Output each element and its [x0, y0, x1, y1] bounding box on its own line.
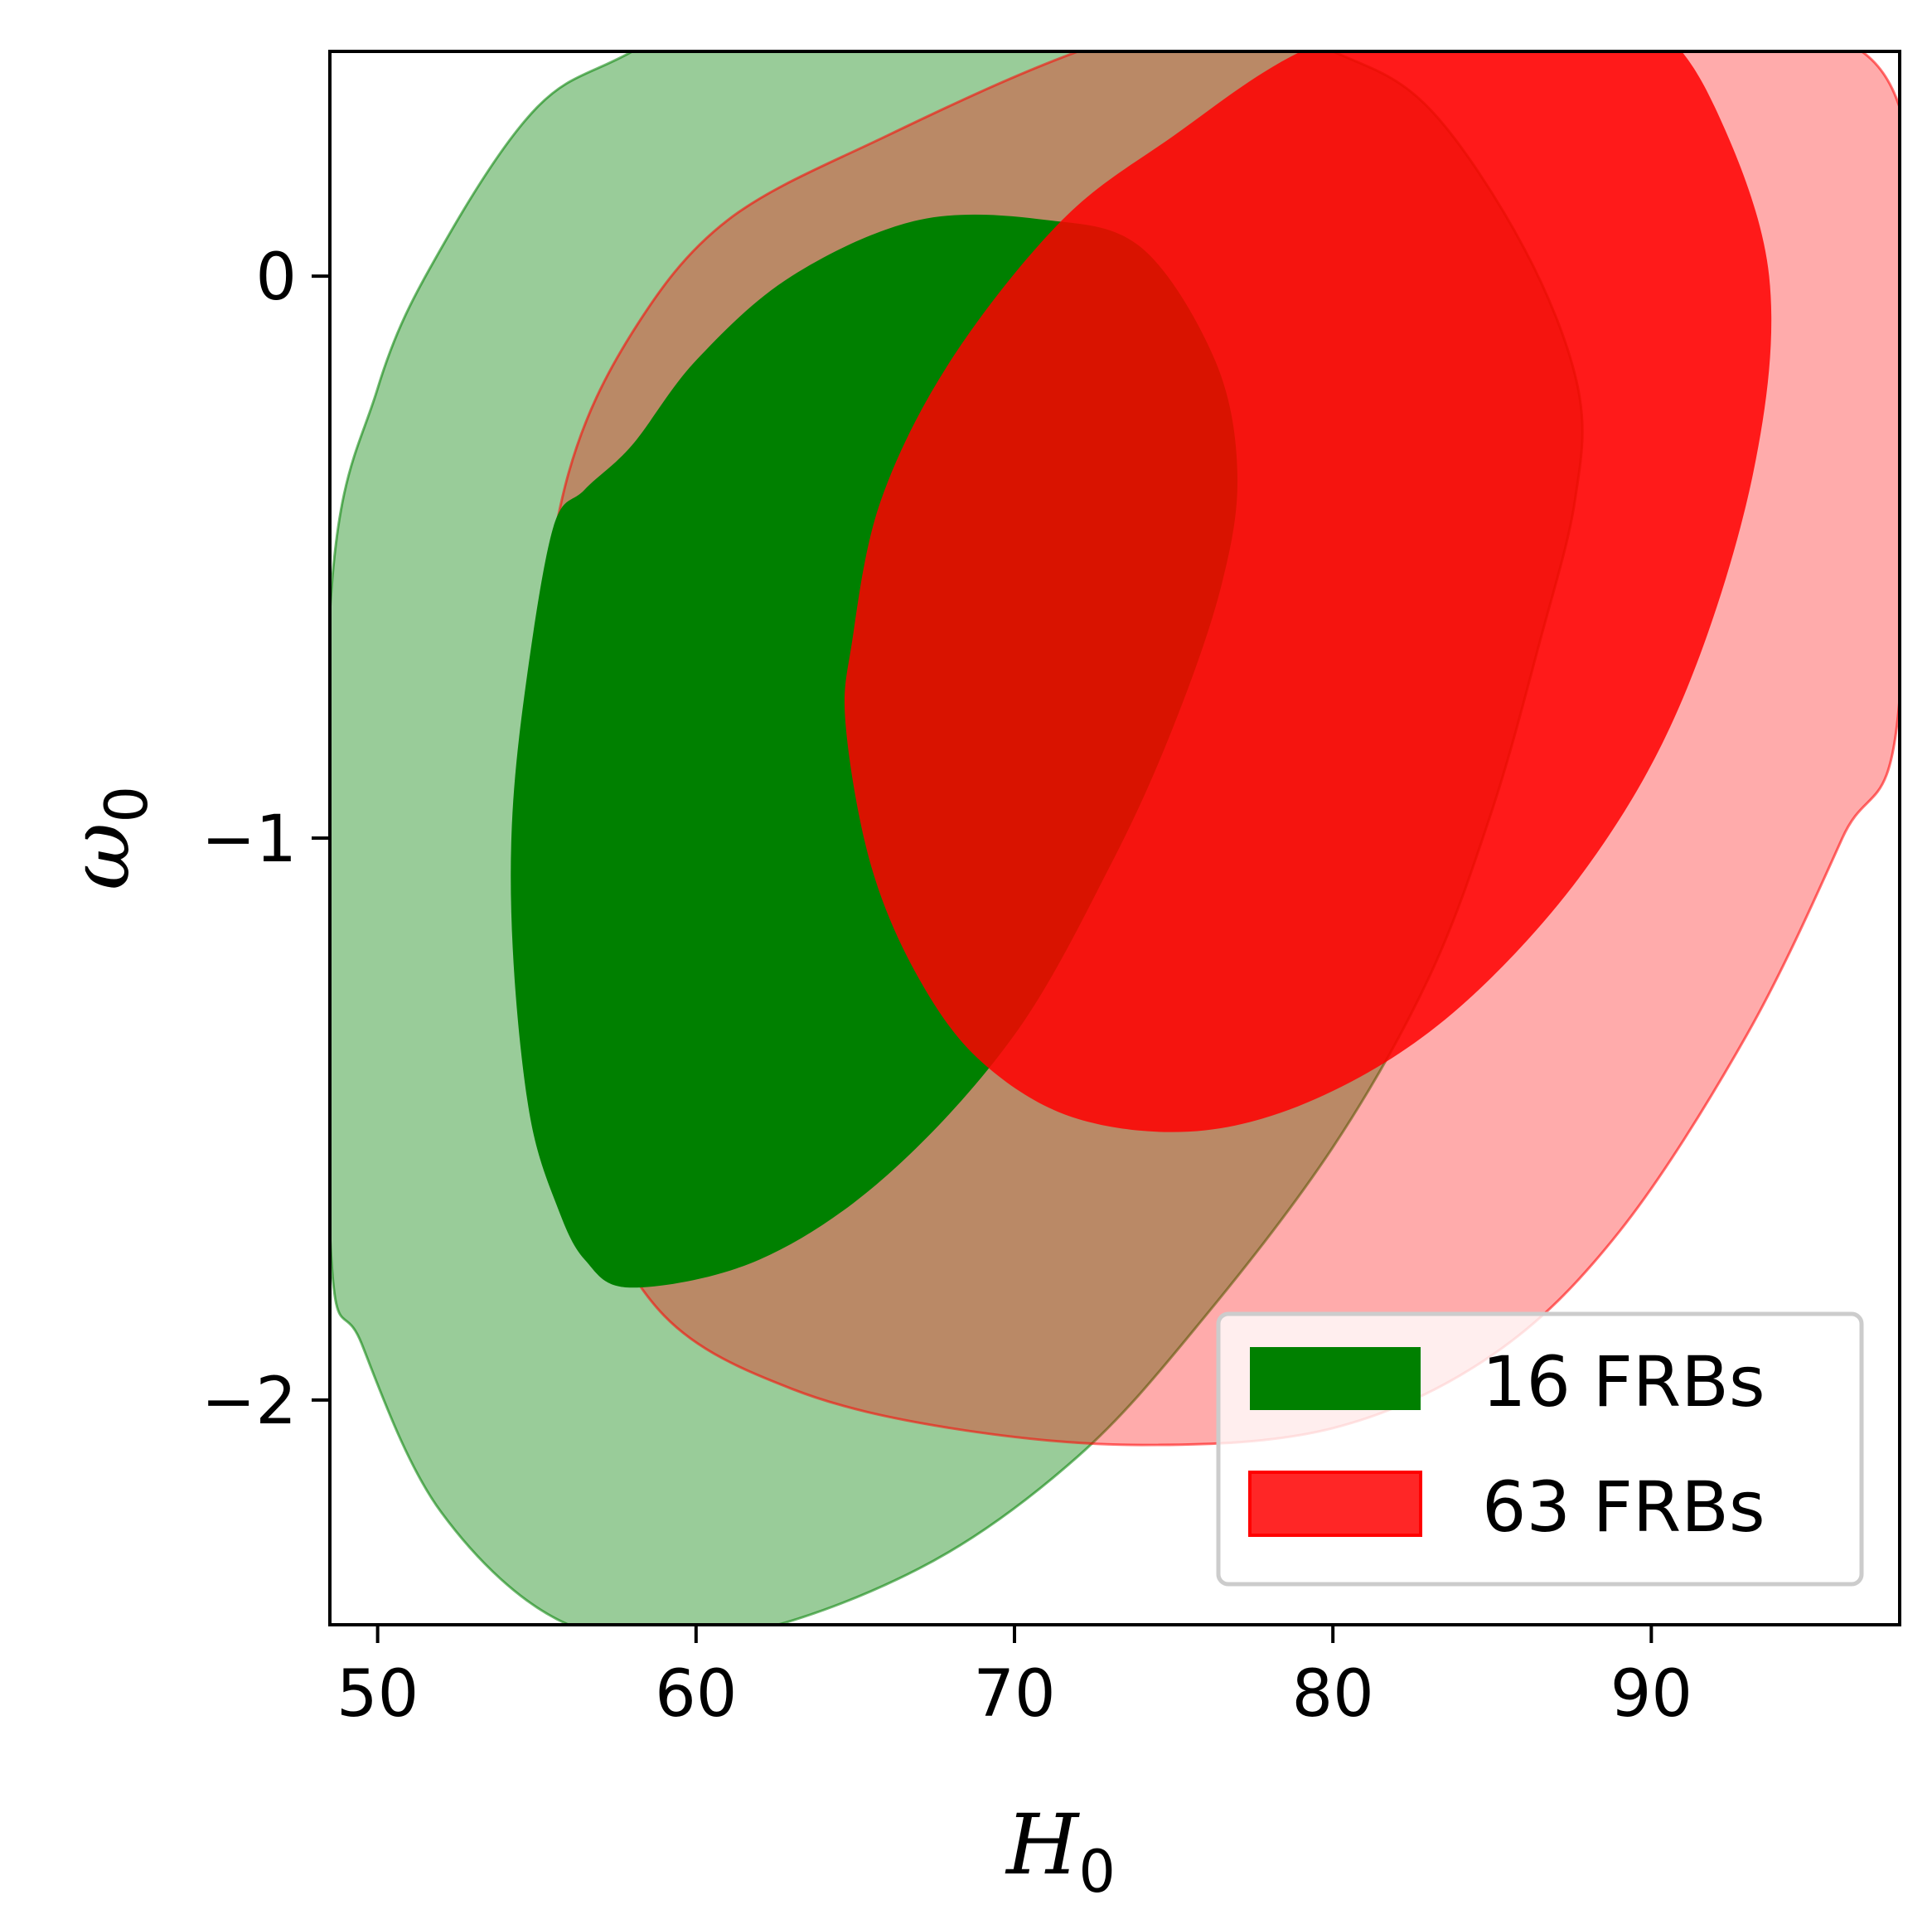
y-tick-label--1: −1	[201, 802, 297, 877]
x-axis-label: H0	[1005, 1796, 1116, 1906]
contour-63-frbs-inner	[844, 51, 1772, 1132]
x-tick-label-50: 50	[337, 1657, 419, 1732]
legend: 16 FRBs 63 FRBs	[1216, 1311, 1864, 1587]
legend-label-63-frbs: 63 FRBs	[1482, 1466, 1765, 1548]
legend-swatch-63-frbs	[1248, 1471, 1422, 1537]
x-tick-label-90: 90	[1610, 1657, 1692, 1732]
x-tick-label-70: 70	[973, 1657, 1055, 1732]
y-axis-label: ω0	[51, 786, 161, 890]
contours-layer	[330, 51, 1900, 1625]
legend-label-16-frbs: 16 FRBs	[1482, 1341, 1765, 1423]
legend-swatch-16-frbs	[1250, 1347, 1421, 1410]
y-tick-label-0: 0	[255, 240, 297, 315]
y-axis: 0 −1 −2	[201, 240, 330, 1439]
x-tick-label-60: 60	[655, 1657, 737, 1732]
x-tick-label-80: 80	[1292, 1657, 1374, 1732]
y-tick-label--2: −2	[201, 1364, 297, 1439]
x-axis: 50 60 70 80 90	[337, 1625, 1692, 1732]
